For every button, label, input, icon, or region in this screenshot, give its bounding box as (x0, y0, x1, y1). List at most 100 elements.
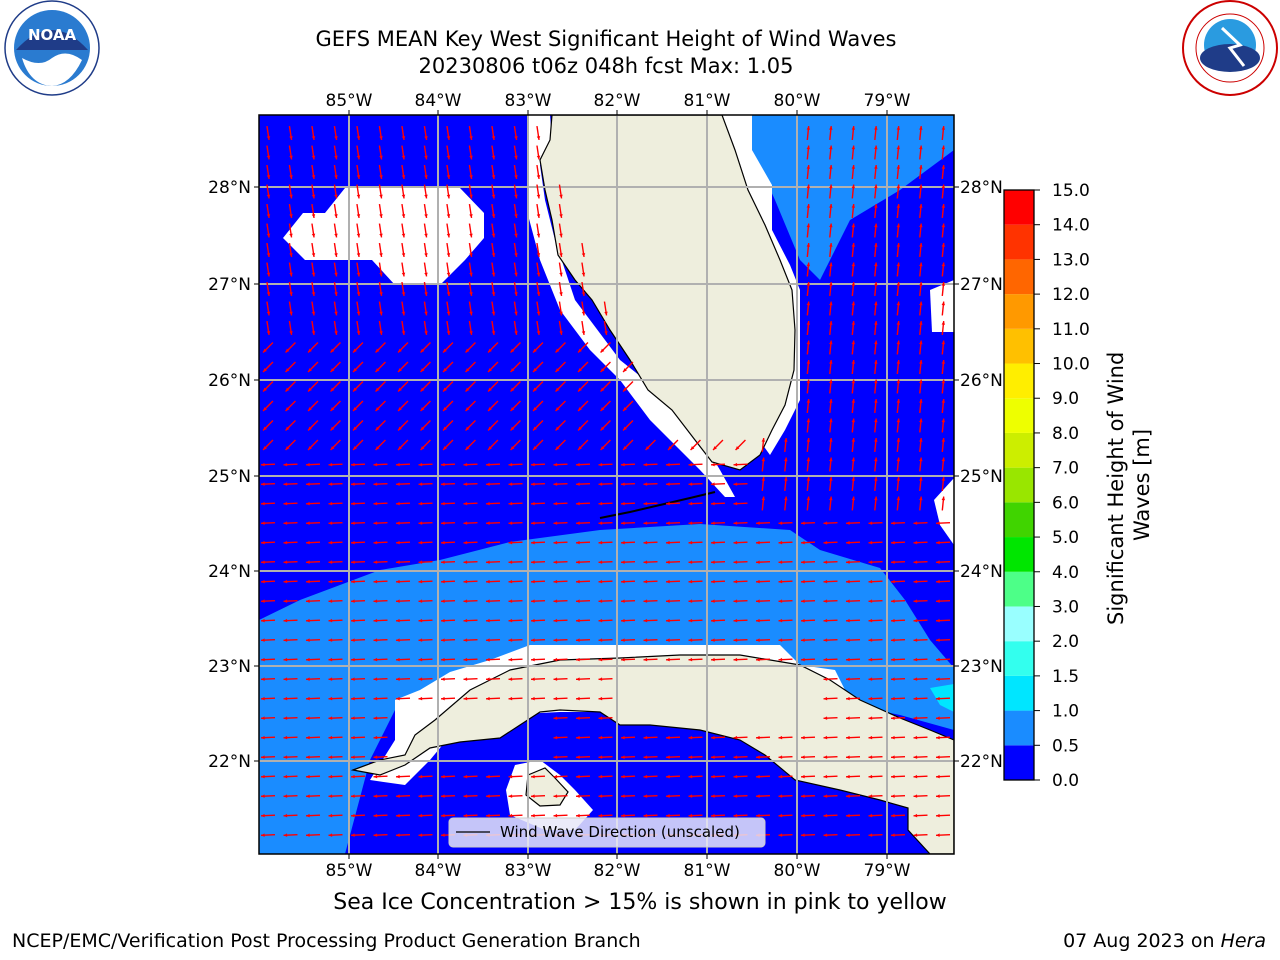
direction-arrow-head (263, 348, 267, 353)
direction-arrow-head (334, 331, 338, 335)
direction-arrow-head (283, 599, 288, 603)
direction-arrow-head (778, 774, 783, 779)
direction-arrow-head (941, 223, 946, 228)
direction-arrow-head (306, 716, 310, 720)
direction-arrow-head (851, 145, 856, 150)
direction-arrow-head (559, 214, 563, 218)
direction-arrow-head (801, 813, 805, 818)
direction-arrow-head (851, 321, 856, 325)
direction-arrow-head (401, 155, 406, 160)
direction-arrow-head (913, 735, 918, 740)
direction-arrow-head (761, 438, 766, 442)
direction-arrow-head (823, 755, 828, 759)
direction-arrow-head (418, 462, 423, 467)
direction-arrow-head (353, 446, 357, 450)
lat-label-left: 28°N (208, 178, 251, 198)
colorbar-segment (1004, 398, 1034, 433)
direction-arrow-head (491, 175, 496, 179)
direction-arrow-head (711, 755, 715, 759)
machine-name: Hera (1220, 930, 1266, 952)
direction-arrow-head (441, 482, 445, 486)
direction-arrow-head (356, 331, 361, 335)
direction-arrow-head (801, 755, 805, 759)
direction-arrow-head (806, 438, 811, 442)
national-weather-service-logo (1182, 0, 1278, 96)
direction-arrow-head (598, 462, 603, 467)
direction-arrow-head (463, 462, 468, 467)
direction-arrow-head (263, 387, 267, 392)
direction-arrow-head (919, 379, 923, 384)
direction-arrow-head (418, 501, 423, 506)
direction-arrow-head (778, 657, 783, 662)
direction-arrow-head (598, 657, 603, 662)
direction-arrow-head (576, 774, 580, 779)
direction-arrow-head (330, 446, 335, 450)
direction-arrow-head (424, 253, 428, 257)
direction-arrow-head (874, 477, 878, 481)
direction-arrow-head (441, 794, 445, 798)
direction-arrow-head (491, 233, 496, 238)
direction-arrow-head (891, 755, 895, 759)
direction-arrow-head (553, 501, 558, 506)
direction-arrow-head (379, 214, 383, 218)
colorbar-tick-label: 10.0 (1052, 355, 1090, 375)
direction-arrow-head (375, 368, 380, 372)
noaa-logo: NOAA (4, 0, 100, 96)
direction-arrow-head (891, 540, 895, 545)
direction-arrow-head (488, 348, 492, 353)
direction-arrow-head (896, 399, 901, 403)
direction-arrow-head (508, 677, 513, 681)
direction-arrow-head (463, 540, 468, 545)
direction-arrow-head (334, 292, 338, 296)
direction-arrow-head (823, 774, 828, 779)
direction-arrow-head (829, 340, 833, 345)
direction-arrow-head (553, 618, 558, 623)
direction-arrow-head (829, 399, 833, 403)
direction-arrow-head (373, 462, 378, 467)
direction-arrow-head (508, 774, 513, 779)
direction-arrow-head (846, 794, 850, 798)
direction-arrow-head (823, 599, 828, 603)
direction-arrow-head (559, 311, 563, 316)
direction-arrow-head (266, 331, 271, 335)
direction-arrow-head (261, 657, 265, 662)
direction-arrow-head (829, 477, 833, 481)
direction-arrow-head (328, 579, 333, 584)
direction-arrow-head (621, 794, 625, 798)
direction-arrow-head (379, 175, 383, 179)
direction-arrow-head (578, 446, 582, 450)
direction-arrow-head (328, 521, 333, 525)
direction-arrow-head (375, 348, 380, 353)
direction-arrow-head (514, 233, 518, 238)
colorbar-tick-label: 5.0 (1052, 528, 1079, 548)
direction-arrow-head (919, 145, 923, 150)
direction-arrow-head (283, 501, 288, 506)
direction-arrow-head (806, 399, 811, 403)
direction-arrow-head (289, 136, 293, 140)
direction-arrow-head (733, 638, 738, 642)
direction-arrow-head (711, 638, 715, 642)
direction-arrow-head (401, 194, 406, 199)
direction-arrow-head (396, 696, 400, 701)
direction-arrow-head (261, 521, 265, 525)
direction-arrow-head (576, 735, 580, 740)
direction-arrow-head (756, 560, 760, 564)
direction-arrow-head (868, 618, 873, 623)
direction-arrow-head (536, 272, 541, 277)
direction-arrow-head (941, 165, 946, 169)
direction-arrow-head (261, 540, 265, 545)
direction-arrow-head (488, 407, 492, 411)
direction-arrow-head (846, 696, 850, 701)
direction-arrow-head (576, 482, 580, 486)
direction-arrow-head (756, 521, 760, 525)
direction-arrow-head (351, 716, 355, 720)
direction-arrow-head (441, 813, 445, 818)
florida-keys (599, 491, 716, 519)
direction-arrow-head (283, 716, 288, 720)
direction-arrow-head (600, 348, 605, 353)
direction-arrow-head (289, 214, 293, 218)
direction-arrow-head (733, 599, 738, 603)
direction-arrow-head (418, 618, 423, 623)
direction-arrow-head (373, 696, 378, 701)
direction-arrow-head (643, 501, 648, 506)
